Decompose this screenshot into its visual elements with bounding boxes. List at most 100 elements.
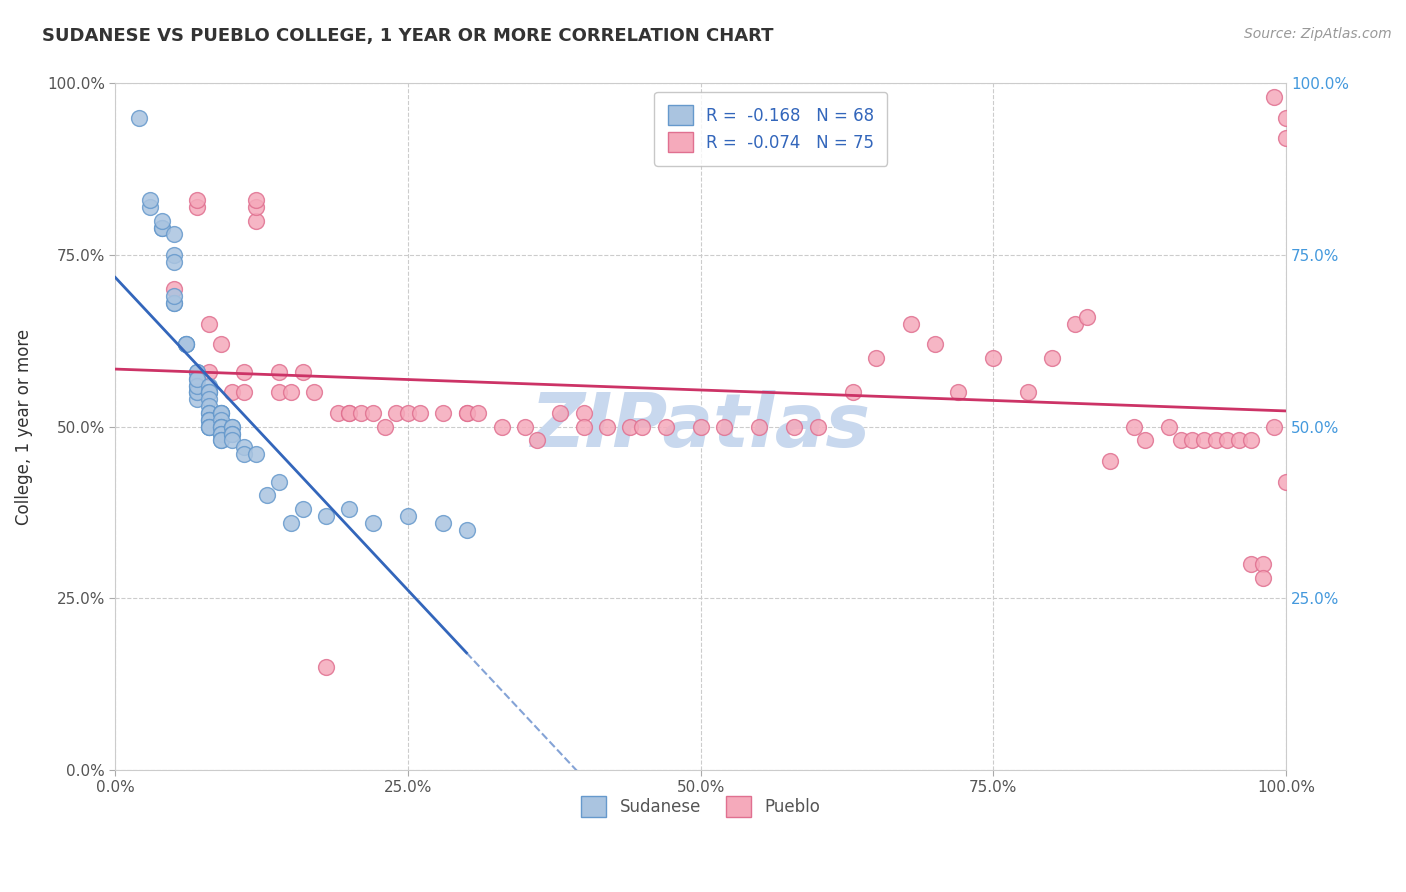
Point — [1275, 111, 1298, 125]
Point — [619, 419, 641, 434]
Point — [596, 419, 619, 434]
Point — [315, 660, 337, 674]
Point — [1205, 434, 1227, 448]
Point — [1017, 385, 1039, 400]
Point — [245, 213, 267, 227]
Point — [150, 220, 173, 235]
Point — [1251, 571, 1274, 585]
Text: ZIPatlas: ZIPatlas — [530, 390, 870, 463]
Point — [280, 385, 302, 400]
Point — [946, 385, 969, 400]
Point — [689, 419, 711, 434]
Point — [174, 337, 197, 351]
Point — [186, 385, 208, 400]
Point — [432, 516, 454, 530]
Point — [233, 440, 256, 454]
Point — [186, 378, 208, 392]
Point — [221, 385, 243, 400]
Point — [186, 200, 208, 214]
Point — [924, 337, 946, 351]
Point — [326, 406, 349, 420]
Point — [350, 406, 373, 420]
Point — [245, 200, 267, 214]
Point — [374, 419, 396, 434]
Point — [174, 337, 197, 351]
Point — [1181, 434, 1204, 448]
Point — [209, 434, 232, 448]
Point — [245, 447, 267, 461]
Point — [128, 111, 150, 125]
Point — [408, 406, 430, 420]
Point — [198, 406, 221, 420]
Point — [186, 378, 208, 392]
Point — [467, 406, 489, 420]
Point — [150, 220, 173, 235]
Point — [548, 406, 571, 420]
Point — [361, 406, 384, 420]
Point — [198, 385, 221, 400]
Point — [209, 419, 232, 434]
Point — [163, 289, 186, 303]
Point — [198, 419, 221, 434]
Point — [1240, 434, 1263, 448]
Point — [174, 337, 197, 351]
Point — [783, 419, 806, 434]
Y-axis label: College, 1 year or more: College, 1 year or more — [15, 328, 32, 524]
Point — [748, 419, 770, 434]
Point — [209, 337, 232, 351]
Text: SUDANESE VS PUEBLO COLLEGE, 1 YEAR OR MORE CORRELATION CHART: SUDANESE VS PUEBLO COLLEGE, 1 YEAR OR MO… — [42, 27, 773, 45]
Point — [1251, 557, 1274, 571]
Point — [1064, 317, 1087, 331]
Point — [163, 282, 186, 296]
Point — [513, 419, 536, 434]
Point — [209, 406, 232, 420]
Point — [1216, 434, 1239, 448]
Point — [221, 419, 243, 434]
Point — [291, 365, 314, 379]
Point — [198, 399, 221, 413]
Point — [396, 406, 419, 420]
Point — [221, 434, 243, 448]
Point — [1263, 90, 1285, 104]
Point — [456, 523, 478, 537]
Point — [900, 317, 922, 331]
Point — [198, 406, 221, 420]
Point — [198, 317, 221, 331]
Point — [432, 406, 454, 420]
Point — [1263, 419, 1285, 434]
Point — [491, 419, 513, 434]
Point — [1122, 419, 1144, 434]
Point — [1076, 310, 1098, 324]
Point — [361, 516, 384, 530]
Point — [291, 502, 314, 516]
Point — [186, 392, 208, 407]
Point — [209, 426, 232, 441]
Point — [198, 365, 221, 379]
Point — [198, 419, 221, 434]
Point — [456, 406, 478, 420]
Point — [163, 248, 186, 262]
Point — [139, 193, 162, 207]
Point — [339, 502, 361, 516]
Point — [186, 372, 208, 386]
Point — [163, 296, 186, 310]
Point — [1240, 557, 1263, 571]
Point — [186, 385, 208, 400]
Point — [221, 426, 243, 441]
Point — [1275, 475, 1298, 489]
Point — [221, 419, 243, 434]
Point — [163, 296, 186, 310]
Point — [385, 406, 408, 420]
Point — [713, 419, 735, 434]
Point — [807, 419, 830, 434]
Point — [339, 406, 361, 420]
Point — [233, 365, 256, 379]
Point — [163, 227, 186, 242]
Point — [315, 508, 337, 523]
Point — [139, 200, 162, 214]
Point — [1192, 434, 1215, 448]
Point — [198, 413, 221, 427]
Point — [269, 385, 291, 400]
Point — [1275, 131, 1298, 145]
Point — [456, 406, 478, 420]
